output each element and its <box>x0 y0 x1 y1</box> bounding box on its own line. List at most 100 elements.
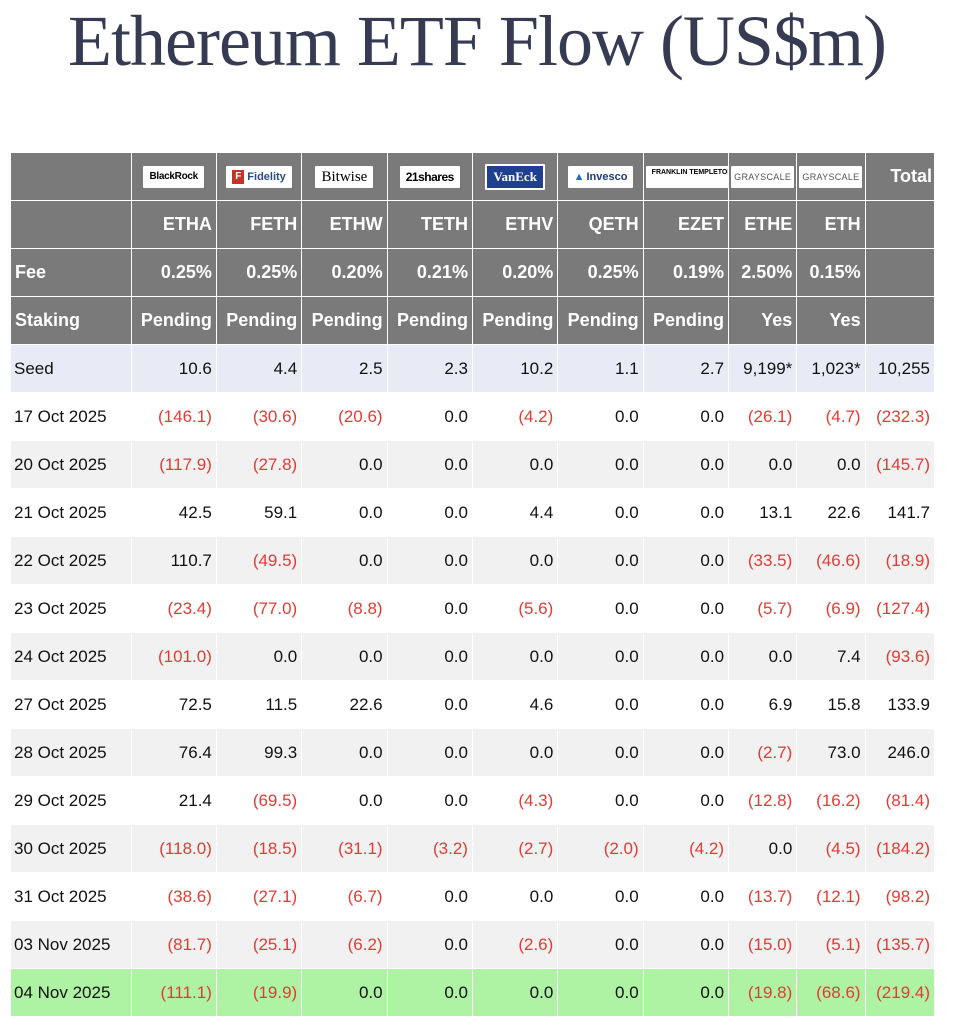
staking-cell: Pending <box>557 296 644 345</box>
ticker-cell: EZET <box>642 200 730 249</box>
flow-value-cell: 0.0 <box>386 680 473 729</box>
flow-value-cell: 0.0 <box>642 632 730 681</box>
flow-value-cell: (46.6) <box>796 536 866 585</box>
row-total-cell: (81.4) <box>864 776 935 825</box>
flow-value-cell: 0.0 <box>386 776 473 825</box>
flow-value-cell: 0.0 <box>386 632 473 681</box>
tickers-total-blank-cell <box>864 200 935 249</box>
flow-value-cell: 4.4 <box>215 344 303 393</box>
fees-row-label: Fee <box>10 248 132 297</box>
row-total-cell: (135.7) <box>864 920 935 969</box>
flow-value-cell: (101.0) <box>130 632 217 681</box>
table-row: 28 Oct 2025 76.4 99.3 0.0 0.0 0.0 0.0 0.0 (2.7) 7… <box>10 728 935 777</box>
table-row: 24 Oct 2025 (101.0) 0.0 0.0 0.0 0.0 0.0 0.0 0.0 7… <box>10 632 935 681</box>
flow-value-cell: 0.0 <box>642 920 730 969</box>
flow-value-cell: (27.8) <box>215 440 303 489</box>
flow-value-cell: 0.0 <box>386 920 473 969</box>
row-date-label: 28 Oct 2025 <box>10 728 132 777</box>
flow-value-cell: 0.0 <box>557 392 644 441</box>
flow-value-cell: 0.0 <box>301 488 388 537</box>
fee-cell: 2.50% <box>728 248 798 297</box>
flow-value-cell: (5.6) <box>471 584 559 633</box>
flow-value-cell: (69.5) <box>215 776 303 825</box>
flow-value-cell: (117.9) <box>130 440 217 489</box>
21shares-logo: 21shares <box>399 165 460 188</box>
row-date-label: 31 Oct 2025 <box>10 872 132 921</box>
flow-value-cell: (15.0) <box>728 920 798 969</box>
flow-value-cell: (33.5) <box>728 536 798 585</box>
flow-value-cell: (3.2) <box>386 824 473 873</box>
fee-cell: 0.20% <box>301 248 388 297</box>
flow-value-cell: (6.7) <box>301 872 388 921</box>
flow-value-cell: 15.8 <box>796 680 866 729</box>
flow-value-cell: (23.4) <box>130 584 217 633</box>
flow-value-cell: (5.1) <box>796 920 866 969</box>
ticker-cell: FETH <box>215 200 303 249</box>
flow-value-cell: (81.7) <box>130 920 217 969</box>
table-row: 21 Oct 2025 42.5 59.1 0.0 0.0 4.4 0.0 0.0 13.1 22… <box>10 488 935 537</box>
flow-value-cell: (19.9) <box>215 968 303 1017</box>
flow-value-cell: (4.2) <box>471 392 559 441</box>
flow-value-cell: 0.0 <box>557 920 644 969</box>
flow-value-cell: (5.7) <box>728 584 798 633</box>
row-total-cell: 133.9 <box>864 680 935 729</box>
table-row: 27 Oct 2025 72.5 11.5 22.6 0.0 4.6 0.0 0.0 6.9 15… <box>10 680 935 729</box>
table-row: 17 Oct 2025 (146.1) (30.6) (20.6) 0.0 (4.2) 0.… <box>10 392 935 441</box>
table-row: 23 Oct 2025 (23.4) (77.0) (8.8) 0.0 (5.6) 0.0 0… <box>10 584 935 633</box>
flow-value-cell: 99.3 <box>215 728 303 777</box>
flow-value-cell: 0.0 <box>386 728 473 777</box>
ticker-cell: TETH <box>386 200 473 249</box>
flow-value-cell: (2.0) <box>557 824 644 873</box>
flow-value-cell: (13.7) <box>728 872 798 921</box>
table-row: 20 Oct 2025 (117.9) (27.8) 0.0 0.0 0.0 0.0 0.0 0… <box>10 440 935 489</box>
staking-row: Staking Pending Pending Pending Pending Pendi… <box>10 296 935 345</box>
staking-cell: Pending <box>130 296 217 345</box>
flow-value-cell: 0.0 <box>642 440 730 489</box>
fee-cell: 0.15% <box>796 248 866 297</box>
flow-value-cell: 0.0 <box>301 776 388 825</box>
flow-value-cell: 0.0 <box>471 872 559 921</box>
flow-value-cell: 2.5 <box>301 344 388 393</box>
flow-value-cell: (8.8) <box>301 584 388 633</box>
flow-value-cell: 1,023* <box>796 344 866 393</box>
flow-value-cell: 0.0 <box>301 968 388 1017</box>
flow-value-cell: 0.0 <box>557 440 644 489</box>
issuer-logo-cell: GRAYSCALE <box>796 152 866 201</box>
flow-value-cell: 11.5 <box>215 680 303 729</box>
flow-value-cell: 0.0 <box>557 632 644 681</box>
staking-cell: Pending <box>301 296 388 345</box>
flow-value-cell: 7.4 <box>796 632 866 681</box>
row-total-cell: (98.2) <box>864 872 935 921</box>
flow-value-cell: 0.0 <box>728 440 798 489</box>
table-row: 22 Oct 2025 110.7 (49.5) 0.0 0.0 0.0 0.0 0.0 (33… <box>10 536 935 585</box>
flow-value-cell: 0.0 <box>557 728 644 777</box>
flow-value-cell: 0.0 <box>642 392 730 441</box>
flow-value-cell: 22.6 <box>301 680 388 729</box>
flow-value-cell: (12.8) <box>728 776 798 825</box>
flow-value-cell: (6.2) <box>301 920 388 969</box>
flow-value-cell: 0.0 <box>557 488 644 537</box>
staking-cell: Pending <box>386 296 473 345</box>
flow-value-cell: 0.0 <box>301 728 388 777</box>
flow-value-cell: (12.1) <box>796 872 866 921</box>
flow-value-cell: 0.0 <box>557 536 644 585</box>
flow-value-cell: 2.7 <box>642 344 730 393</box>
total-header: Total <box>864 152 935 201</box>
row-total-cell: (219.4) <box>864 968 935 1017</box>
issuer-logo-row: BlackRock F Fidelity Bitwise 21shares Van… <box>10 152 935 201</box>
flow-value-cell: 0.0 <box>471 632 559 681</box>
flow-value-cell: 0.0 <box>471 728 559 777</box>
ticker-cell: ETHV <box>471 200 559 249</box>
flow-value-cell: (19.8) <box>728 968 798 1017</box>
flow-value-cell: 0.0 <box>642 728 730 777</box>
flow-value-cell: (2.6) <box>471 920 559 969</box>
issuer-logo-cell: VanEck <box>471 152 559 201</box>
flow-value-cell: 0.0 <box>796 440 866 489</box>
row-total-cell: (93.6) <box>864 632 935 681</box>
flow-value-cell: 0.0 <box>642 872 730 921</box>
flow-value-cell: 4.4 <box>471 488 559 537</box>
flow-value-cell: 6.9 <box>728 680 798 729</box>
seed-row: Seed 10.6 4.4 2.5 2.3 10.2 1.1 2.7 9,199* 1,023* 1… <box>10 344 935 393</box>
ticker-cell: ETHE <box>728 200 798 249</box>
row-date-label: 17 Oct 2025 <box>10 392 132 441</box>
